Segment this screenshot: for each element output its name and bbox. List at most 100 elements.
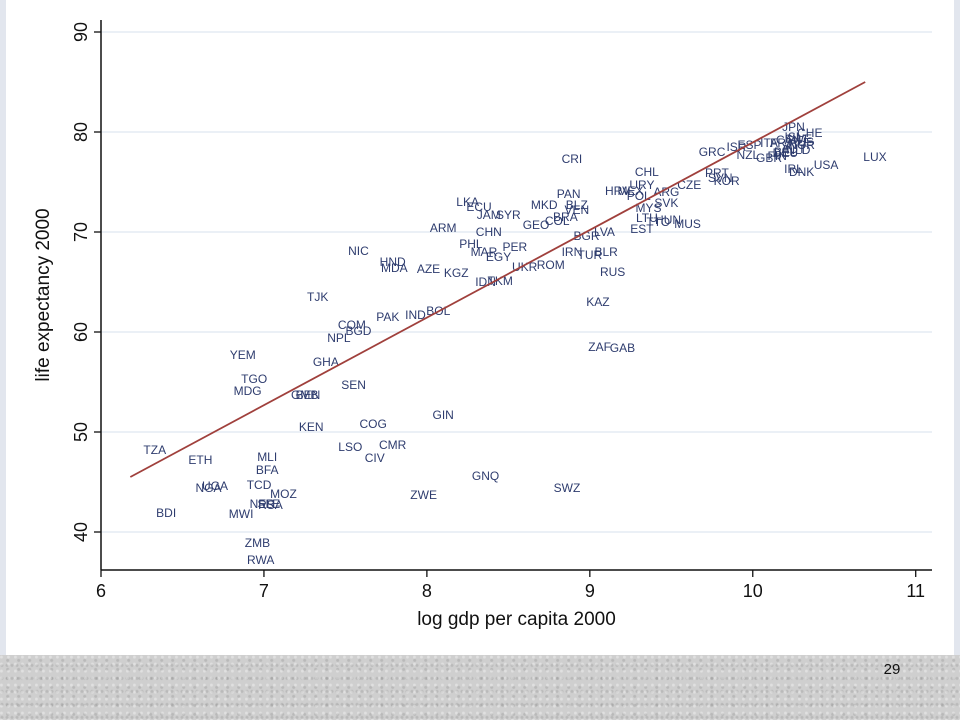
point-mex: MEX: [618, 184, 644, 198]
point-can: CAN: [776, 133, 801, 147]
point-kor: KOR: [714, 174, 740, 188]
point-kaz: KAZ: [586, 295, 609, 309]
point-lux: LUX: [863, 150, 886, 164]
point-aut: AUT: [782, 142, 807, 156]
point-gin: GIN: [433, 408, 454, 422]
grid-lines: [101, 31, 932, 533]
point-ind: IND: [405, 308, 426, 322]
point-gbr: GBR: [756, 151, 782, 165]
point-lso: LSO: [338, 440, 362, 454]
point-nor: NOR: [788, 138, 815, 152]
point-mdg: MDG: [234, 384, 262, 398]
x-tick-label-10: 10: [743, 581, 763, 601]
point-zmb: ZMB: [245, 536, 270, 550]
point-zwe: ZWE: [410, 488, 437, 502]
country-labels: LUXUSAJPNCHEISLCANSWENORAUSFRAITAESPISRG…: [143, 120, 886, 567]
point-grc: GRC: [699, 145, 726, 159]
plot-area: [101, 20, 932, 570]
point-svn: SVN: [708, 171, 733, 185]
point-nld: NLD: [786, 143, 810, 157]
y-tick-label-50: 50: [71, 422, 91, 442]
point-mwi: MWI: [229, 507, 254, 521]
point-aze: AZE: [417, 262, 440, 276]
point-yem: YEM: [230, 348, 256, 362]
point-ury: URY: [629, 178, 654, 192]
point-ukr: UKR: [512, 260, 538, 274]
point-sen: SEN: [341, 378, 366, 392]
point-gab: GAB: [610, 341, 635, 355]
point-cri: CRI: [562, 152, 583, 166]
y-tick-label-60: 60: [71, 322, 91, 342]
point-isl: ISL: [784, 130, 802, 144]
point-arm: ARM: [430, 221, 457, 235]
point-isr: ISR: [726, 140, 746, 154]
point-cmr: CMR: [379, 438, 407, 452]
point-che: CHE: [797, 126, 822, 140]
point-civ: CIV: [365, 451, 385, 465]
point-ken: KEN: [299, 420, 324, 434]
y-tick-label-80: 80: [71, 122, 91, 142]
point-rus: RUS: [600, 265, 625, 279]
point-sle: SLE: [257, 497, 280, 511]
point-ltu: LTU: [636, 211, 658, 225]
point-col: COL: [545, 214, 570, 228]
point-egy: EGY: [486, 250, 511, 264]
point-nzl: NZL: [737, 148, 760, 162]
point-pak: PAK: [376, 310, 399, 324]
point-hnd: HND: [380, 255, 406, 269]
page-number: 29: [883, 661, 901, 678]
point-phl: PHL: [459, 237, 483, 251]
point-ven: VEN: [564, 203, 589, 217]
point-swz: SWZ: [554, 481, 581, 495]
x-tick-label-11: 11: [906, 581, 925, 601]
point-mkd: MKD: [531, 198, 558, 212]
point-com: COM: [338, 318, 366, 332]
point-tjk: TJK: [307, 290, 328, 304]
x-tick-label-8: 8: [422, 581, 432, 601]
y-tick-label-70: 70: [71, 222, 91, 242]
point-bgr: BGR: [574, 229, 600, 243]
point-ecu: ECU: [466, 200, 491, 214]
point-pan: PAN: [557, 187, 581, 201]
point-syr: SYR: [496, 208, 521, 222]
x-tick-label-9: 9: [585, 581, 595, 601]
point-bra: BRA: [553, 210, 578, 224]
point-bel: BEL: [774, 145, 797, 159]
point-tkm: TKM: [488, 274, 513, 288]
point-chn: CHN: [476, 225, 502, 239]
point-fra: FRA: [770, 136, 794, 150]
point-bgd: BGD: [345, 324, 371, 338]
point-bdi: BDI: [156, 506, 176, 520]
x-tick-label-6: 6: [96, 581, 106, 601]
axes: 6 7 8 9 10 11 40 50 60 70 80 90: [71, 20, 932, 601]
point-ben: BEN: [296, 388, 321, 402]
point-rwa: RWA: [247, 553, 274, 567]
point-est: EST: [630, 222, 654, 236]
point-rsa: RSA: [258, 498, 283, 512]
point-mys: MYS: [635, 201, 661, 215]
point-blr: BLR: [594, 245, 618, 259]
point-fin: FIN: [768, 149, 787, 163]
x-axis-title: log gdp per capita 2000: [417, 609, 616, 630]
scatter-plot: LUXUSAJPNCHEISLCANSWENORAUSFRAITAESPISRG…: [33, 20, 932, 630]
point-chl: CHL: [635, 165, 659, 179]
point-hun: HUN: [655, 213, 681, 227]
point-ner: NER: [250, 497, 276, 511]
point-npl: NPL: [327, 331, 351, 345]
point-irl: IRL: [784, 162, 803, 176]
fitted-line: [129, 81, 866, 478]
point-cze: CZE: [677, 178, 701, 192]
point-tur: TUR: [577, 248, 602, 262]
point-dnk: DNK: [789, 165, 814, 179]
point-tto: TTO: [646, 215, 670, 229]
point-deu: DEU: [773, 146, 798, 160]
chart-panel: LUXUSAJPNCHEISLCANSWENORAUSFRAITAESPISRG…: [6, 0, 954, 655]
y-tick-label-90: 90: [71, 22, 91, 42]
point-swe: SWE: [785, 132, 812, 146]
point-lka: LKA: [456, 195, 479, 209]
point-moz: MOZ: [270, 487, 297, 501]
point-tgo: TGO: [241, 372, 267, 386]
point-per: PER: [503, 240, 528, 254]
point-arg: ARG: [653, 185, 679, 199]
point-irn: IRN: [562, 245, 583, 259]
